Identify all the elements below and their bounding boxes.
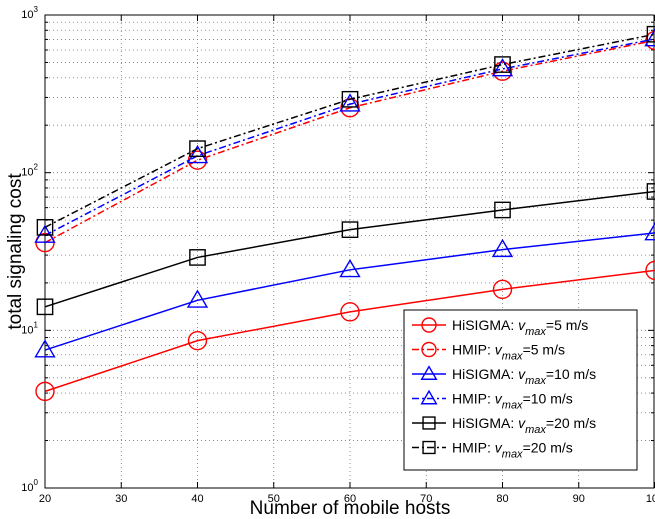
legend-label: HMIP: vmax=20 m/s [452, 440, 573, 461]
square-marker [422, 440, 436, 455]
square-marker [422, 416, 436, 430]
x-tick-label: 80 [496, 493, 508, 505]
series-line [44, 39, 655, 244]
y-tick-label: 101 [21, 320, 38, 336]
legend-label: HMIP: vmax=10 m/s [452, 391, 573, 412]
triangle-marker [186, 144, 209, 164]
series-1 [35, 260, 655, 402]
circle-marker [187, 150, 208, 170]
x-tick-label: 20 [39, 493, 51, 505]
x-tick-label: 50 [268, 493, 280, 505]
y-axis-title: total signaling cost [5, 173, 26, 330]
circle-marker [645, 260, 655, 281]
triangle-marker [420, 389, 438, 405]
series-layer [34, 25, 655, 402]
series-line [44, 38, 655, 237]
triangle-marker [644, 28, 655, 47]
circle-marker [492, 279, 513, 300]
x-tick-label: 90 [573, 493, 585, 505]
y-tick-label: 100 [21, 478, 38, 494]
square-marker [341, 90, 359, 108]
triangle-marker [186, 289, 209, 308]
series-line [44, 33, 655, 229]
circle-marker [421, 317, 437, 333]
triangle-marker [339, 93, 361, 112]
x-tick-label: 70 [420, 493, 432, 505]
legend-box [403, 309, 638, 471]
triangle-marker [644, 222, 655, 241]
legend-item: HMIP: vmax=5 m/s [412, 342, 565, 363]
circle-marker [340, 302, 360, 322]
x-tick-label: 40 [191, 493, 203, 505]
axis-ticks: 20 30 40 50 60 70 80 90 100 100 101 102 103 [21, 5, 655, 505]
triangle-marker [420, 365, 438, 380]
x-tick-label: 60 [344, 493, 356, 505]
legend-item: HiSIGMA: vmax=20 m/s [412, 415, 596, 436]
series-3 [34, 222, 655, 358]
series-line [44, 232, 655, 351]
square-marker [494, 201, 511, 219]
series-4 [34, 28, 655, 243]
legend-item: HMIP: vmax=10 m/s [412, 389, 573, 412]
square-marker [189, 249, 206, 266]
y-tick-label: 102 [21, 163, 38, 179]
legend-item: HiSIGMA: vmax=5 m/s [412, 317, 588, 338]
triangle-marker [491, 58, 514, 77]
circle-marker [421, 341, 437, 358]
series-line [44, 190, 655, 308]
square-marker [189, 140, 206, 158]
x-tick-label: 100 [646, 493, 655, 505]
x-axis-title: Number of mobile hosts [250, 498, 451, 519]
circle-marker [35, 381, 55, 402]
y-tick-label: 103 [21, 5, 38, 21]
legend-item: HiSIGMA: vmax=10 m/s [412, 365, 596, 387]
legend: HiSIGMA: vmax=5 m/s HMIP: vmax=5 m/s HiSIG… [403, 309, 638, 471]
triangle-marker [491, 238, 514, 258]
x-tick-label: 30 [115, 493, 127, 505]
series-5 [36, 183, 655, 316]
series-line [44, 269, 655, 393]
square-marker [36, 218, 54, 236]
legend-label: HiSIGMA: vmax=10 m/s [452, 366, 596, 387]
legend-label: HiSIGMA: vmax=20 m/s [452, 415, 596, 436]
legend-item: HMIP: vmax=20 m/s [412, 440, 573, 461]
square-marker [494, 56, 511, 73]
legend-label: HMIP: vmax=5 m/s [452, 342, 565, 363]
circle-marker [187, 330, 208, 351]
triangle-marker [34, 339, 56, 358]
triangle-marker [34, 224, 56, 243]
legend-label: HiSIGMA: vmax=5 m/s [452, 317, 588, 338]
triangle-marker [339, 258, 361, 278]
square-marker [341, 221, 359, 239]
square-marker [36, 298, 54, 316]
